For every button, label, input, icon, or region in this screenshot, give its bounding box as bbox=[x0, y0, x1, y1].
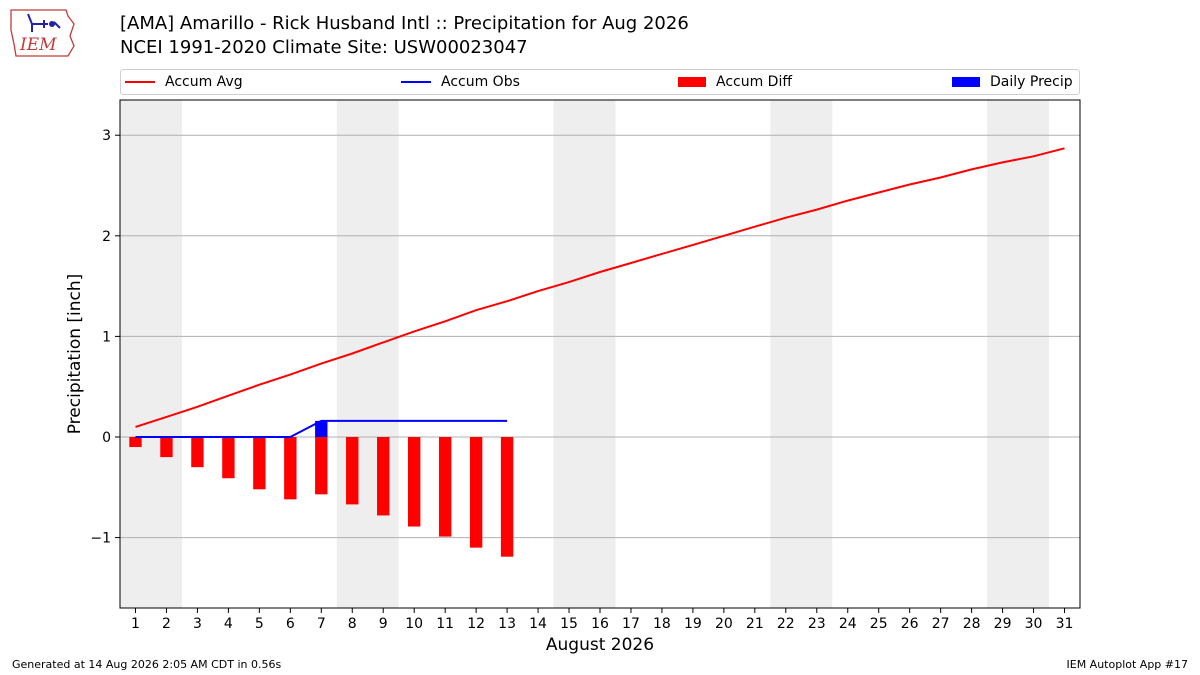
x-tick-label: 6 bbox=[286, 616, 295, 632]
x-tick-label: 21 bbox=[746, 616, 764, 632]
accum-diff-bar bbox=[160, 436, 173, 458]
app-label: IEM Autoplot App #17 bbox=[1066, 658, 1189, 671]
weekend-shading bbox=[553, 100, 616, 608]
legend-swatch bbox=[401, 81, 431, 83]
x-tick-label: 15 bbox=[560, 616, 578, 632]
legend-label: Accum Obs bbox=[441, 74, 520, 90]
x-tick-label: 13 bbox=[498, 616, 516, 632]
legend-label: Daily Precip bbox=[990, 74, 1073, 90]
y-tick-label: −1 bbox=[90, 531, 111, 547]
x-tick-label: 11 bbox=[436, 616, 454, 632]
accum-diff-bar bbox=[500, 436, 514, 557]
x-tick-label: 4 bbox=[224, 616, 233, 632]
accum-diff-bar bbox=[377, 436, 390, 516]
accum-diff-bar bbox=[346, 436, 359, 505]
logo-text: IEM bbox=[19, 35, 57, 55]
x-tick-label: 1 bbox=[131, 616, 140, 632]
x-tick-label: 29 bbox=[994, 616, 1012, 632]
accum-diff-bar bbox=[129, 436, 142, 448]
iem-logo: IEM bbox=[10, 9, 75, 57]
x-tick-label: 23 bbox=[808, 616, 826, 632]
iowa-state-outline-icon bbox=[10, 9, 75, 57]
x-tick-label: 25 bbox=[870, 616, 888, 632]
x-tick-label: 5 bbox=[255, 616, 264, 632]
x-tick-label: 19 bbox=[684, 616, 702, 632]
legend-item-accum-diff: Accum Diff bbox=[678, 70, 792, 94]
x-axis-label: August 2026 bbox=[546, 635, 654, 655]
x-tick-label: 7 bbox=[317, 616, 326, 632]
y-axis-label: Precipitation [inch] bbox=[65, 274, 85, 435]
x-tick-label: 30 bbox=[1025, 616, 1043, 632]
accum-avg-line bbox=[135, 147, 1065, 428]
accum-diff-bar bbox=[191, 436, 204, 468]
x-tick-label: 10 bbox=[405, 616, 423, 632]
x-tick-label: 24 bbox=[839, 616, 857, 632]
accum-diff-bar bbox=[408, 436, 421, 527]
weekend-shading bbox=[987, 100, 1050, 608]
legend-item-daily-precip: Daily Precip bbox=[952, 70, 1073, 94]
x-tick-label: 12 bbox=[467, 616, 485, 632]
y-tick-label: 2 bbox=[102, 229, 111, 245]
accum-diff-bar bbox=[438, 436, 452, 537]
accum-obs-line bbox=[135, 419, 508, 438]
x-tick-label: 17 bbox=[622, 616, 640, 632]
x-tick-label: 20 bbox=[715, 616, 733, 632]
weekend-shading bbox=[336, 100, 399, 608]
x-tick-label: 16 bbox=[591, 616, 609, 632]
legend-item-accum-avg: Accum Avg bbox=[125, 70, 243, 94]
generated-timestamp: Generated at 14 Aug 2026 2:05 AM CDT in … bbox=[12, 658, 282, 671]
accum-diff-bar bbox=[469, 436, 483, 548]
accum-diff-bar bbox=[253, 436, 266, 490]
x-tick-label: 18 bbox=[653, 616, 671, 632]
chart-title: [AMA] Amarillo - Rick Husband Intl :: Pr… bbox=[120, 13, 689, 34]
x-tick-label: 8 bbox=[348, 616, 357, 632]
weekend-shading bbox=[770, 100, 833, 608]
legend: Accum Avg Accum Obs Accum Diff Daily Pre… bbox=[120, 69, 1080, 95]
daily-precip-bar bbox=[315, 420, 328, 437]
x-tick-label: 3 bbox=[193, 616, 202, 632]
weekend-shading bbox=[120, 100, 182, 608]
accum-diff-bar bbox=[315, 436, 328, 495]
legend-swatch bbox=[125, 81, 155, 83]
weather-station-icon bbox=[27, 13, 61, 32]
legend-item-accum-obs: Accum Obs bbox=[401, 70, 520, 94]
legend-swatch bbox=[678, 77, 706, 87]
x-tick-label: 9 bbox=[379, 616, 388, 632]
chart-subtitle: NCEI 1991-2020 Climate Site: USW00023047 bbox=[120, 37, 528, 58]
accum-diff-bar bbox=[284, 436, 297, 500]
accum-diff-bar bbox=[222, 436, 235, 479]
legend-label: Accum Avg bbox=[165, 74, 243, 90]
y-tick-label: 1 bbox=[102, 329, 111, 345]
x-tick-label: 22 bbox=[777, 616, 795, 632]
y-tick-label: 0 bbox=[102, 430, 111, 446]
x-tick-label: 28 bbox=[963, 616, 981, 632]
legend-swatch bbox=[952, 77, 980, 87]
legend-label: Accum Diff bbox=[716, 74, 793, 90]
x-tick-label: 31 bbox=[1056, 616, 1074, 632]
y-tick-label: 3 bbox=[102, 128, 111, 144]
x-tick-label: 14 bbox=[529, 616, 547, 632]
x-tick-label: 27 bbox=[932, 616, 950, 632]
x-tick-label: 2 bbox=[162, 616, 171, 632]
x-tick-label: 26 bbox=[901, 616, 919, 632]
